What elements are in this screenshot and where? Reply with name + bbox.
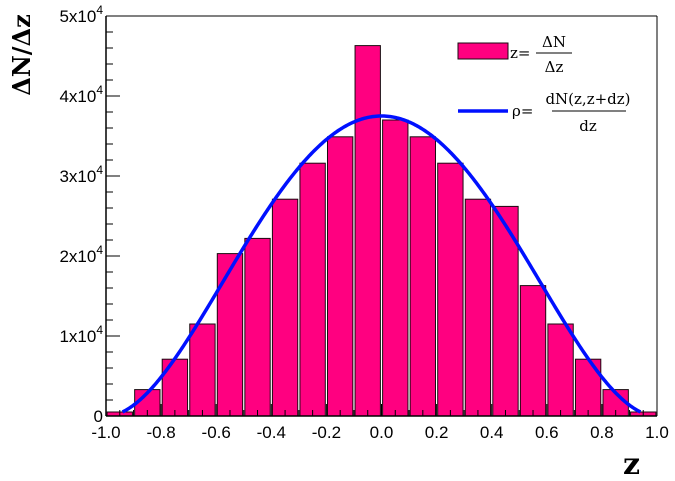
legend-numerator-curve: dN(z,z+dz) [545, 90, 630, 108]
x-tick-label: 1.0 [645, 423, 669, 442]
histogram-bar [382, 119, 409, 417]
x-tick-label: -0.8 [146, 423, 175, 442]
histogram-bar [189, 323, 216, 417]
histogram-bar [299, 162, 326, 417]
y-tick-label: 4x104 [59, 83, 103, 106]
legend-numerator-histogram: ΔN [542, 33, 566, 51]
legend-lhs-histogram: z= [510, 44, 530, 62]
histogram-bar [519, 285, 547, 417]
histogram-bar [437, 162, 464, 417]
x-tick-label: 0.0 [370, 423, 394, 442]
y-tick-label: 3x104 [59, 163, 103, 186]
x-tick-label: -0.6 [202, 423, 231, 442]
x-tick-label: 0.6 [535, 423, 559, 442]
y-tick-label: 5x104 [59, 3, 103, 26]
x-tick-label: 0.8 [590, 423, 614, 442]
y-tick-label: 1x104 [59, 323, 103, 346]
histogram-bar [327, 136, 354, 417]
histogram-bar [354, 45, 381, 417]
legend-denominator-histogram: Δz [545, 58, 564, 76]
axes-group [105, 15, 658, 417]
legend-swatch-histogram [457, 42, 509, 60]
histogram-bar [409, 136, 436, 417]
histogram-bar [216, 253, 244, 417]
histogram-bar [161, 358, 189, 417]
histogram-bar [464, 198, 492, 417]
x-tick-label: 0.2 [425, 423, 449, 442]
tick-labels: -1.0 -0.8 -0.6 -0.4 -0.2 0.0 0.2 0.4 0.6 0.8 1.0 0 1… [59, 3, 668, 442]
x-tick-label: -0.4 [257, 423, 286, 442]
density-curve [121, 114, 642, 414]
histogram-bar [244, 237, 271, 417]
histogram-bar [547, 323, 574, 417]
histogram-bar [574, 358, 602, 417]
legend: z= ΔN Δz ρ= dN(z,z+dz) dz [457, 33, 631, 135]
legend-denominator-curve: dz [579, 117, 597, 135]
x-tick-label: 0.4 [480, 423, 504, 442]
y-axis-label: ΔN/Δz [7, 14, 36, 96]
y-tick-label: 2x104 [59, 243, 103, 266]
x-tick-label: -0.2 [312, 423, 341, 442]
x-axis-label: z [623, 447, 640, 481]
histogram-bar [271, 198, 299, 417]
y-tick-label: 0 [94, 407, 103, 426]
x-tick-label: -1.0 [91, 423, 120, 442]
legend-lhs-curve: ρ= [512, 102, 533, 120]
